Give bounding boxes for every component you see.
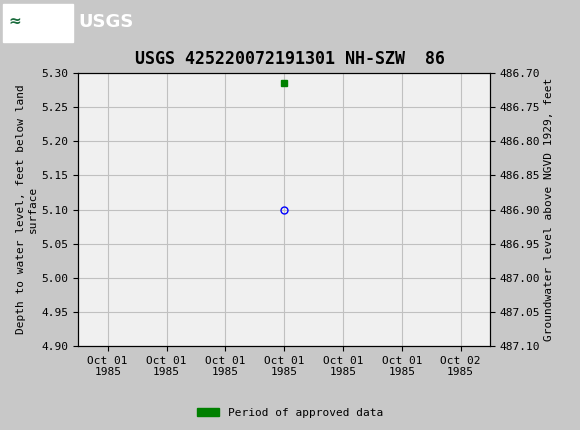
Text: USGS 425220072191301 NH-SZW  86: USGS 425220072191301 NH-SZW 86 (135, 50, 445, 68)
FancyBboxPatch shape (3, 3, 72, 42)
Legend: Period of approved data: Period of approved data (193, 403, 387, 422)
Text: ≈: ≈ (9, 14, 21, 29)
Y-axis label: Groundwater level above NGVD 1929, feet: Groundwater level above NGVD 1929, feet (545, 78, 554, 341)
Y-axis label: Depth to water level, feet below land
surface: Depth to water level, feet below land su… (16, 85, 38, 335)
Text: USGS: USGS (78, 12, 133, 31)
